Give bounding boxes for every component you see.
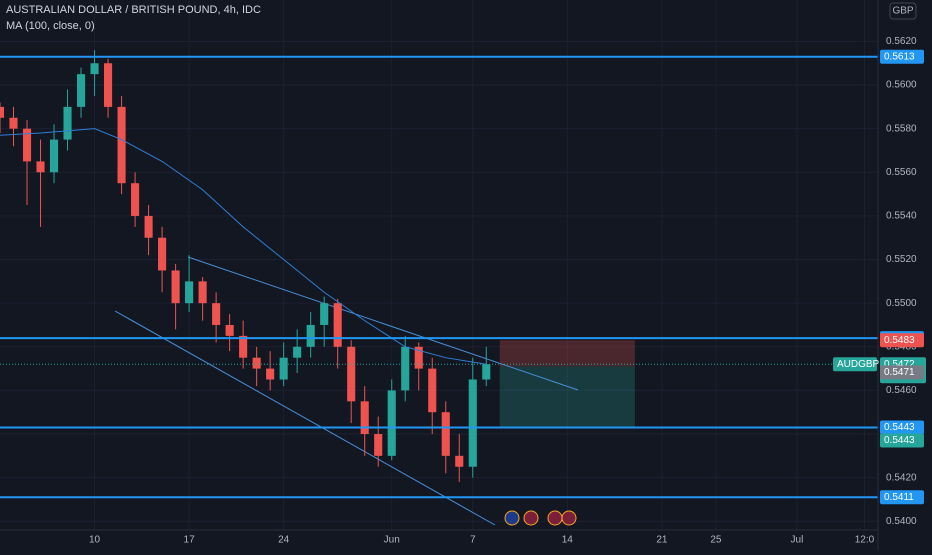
- event-icon[interactable]: [561, 510, 577, 526]
- target-zone: [499, 366, 635, 428]
- candle-body: [212, 303, 221, 325]
- y-tick-label: 0.5560: [886, 167, 917, 178]
- candle-body: [401, 346, 410, 391]
- candle-body: [76, 74, 86, 107]
- candle-body: [225, 324, 234, 336]
- candle-body: [482, 364, 491, 380]
- candle-body: [0, 106, 5, 118]
- currency[interactable]: GBP: [892, 6, 913, 17]
- event-icon[interactable]: [523, 510, 539, 526]
- candle-body: [239, 335, 248, 358]
- level-label: 0.5443: [884, 422, 915, 433]
- candle-body: [387, 390, 396, 456]
- candle-body: [252, 357, 261, 369]
- x-tick-label: 10: [89, 535, 101, 546]
- y-tick-label: 0.5400: [886, 516, 917, 527]
- x-tick-label: 24: [278, 535, 290, 546]
- candle-body: [49, 139, 59, 173]
- ma-line: [0, 128, 487, 365]
- x-tick-label: Jun: [384, 535, 400, 546]
- candle-body: [414, 346, 423, 369]
- candle-body: [333, 303, 342, 347]
- candle-body: [171, 270, 180, 304]
- candle-body: [455, 455, 464, 467]
- candle-body: [36, 161, 45, 173]
- candle-body: [374, 434, 383, 456]
- x-tick-label: Jul: [791, 535, 804, 546]
- candle-body: [90, 63, 99, 75]
- candle-body: [279, 357, 288, 380]
- stop-zone: [499, 340, 635, 367]
- level-label-box: [880, 49, 924, 64]
- candle-body: [198, 281, 207, 304]
- symbol-box: [833, 357, 877, 372]
- y-tick-label: 0.5540: [886, 211, 917, 222]
- level-label: 0.5613: [884, 51, 915, 62]
- x-tick-label: 14: [562, 535, 574, 546]
- candle-body: [185, 281, 194, 304]
- position-label-box: [880, 433, 924, 448]
- event-icon[interactable]: [547, 510, 563, 526]
- candle-body: [360, 401, 369, 435]
- candle-body: [266, 368, 275, 380]
- candle-body: [441, 412, 450, 456]
- position-label: 0.5483: [884, 335, 915, 346]
- position-label-box: [880, 365, 924, 380]
- y-tick-label: 0.5580: [886, 123, 917, 134]
- candle-body: [63, 106, 72, 140]
- candle-body: [117, 106, 126, 184]
- y-tick-label: 0.5420: [886, 472, 917, 483]
- y-tick-label: 0.5620: [886, 36, 917, 47]
- position-label: 0.5471: [884, 367, 915, 378]
- x-tick-label: 25: [710, 535, 722, 546]
- position-label-box: [880, 333, 924, 348]
- candle-body: [144, 215, 153, 238]
- candle-body: [293, 346, 302, 358]
- candle-body: [347, 346, 356, 402]
- candle-body: [104, 63, 113, 107]
- x-tick-label: 17: [184, 535, 196, 546]
- x-tick-label: 12:0: [855, 535, 875, 546]
- y-tick-label: 0.5520: [886, 254, 917, 265]
- y-tick-label: 0.5500: [886, 298, 917, 309]
- last-price-label: 0.5472: [884, 359, 915, 370]
- level-label-box: [880, 420, 924, 435]
- symbol-label: AUDGBP: [837, 359, 880, 370]
- candle-body: [158, 237, 167, 271]
- x-tick-label: 21: [656, 535, 668, 546]
- y-tick-label: 0.5460: [886, 385, 917, 396]
- candle-body: [306, 324, 315, 347]
- trend-line: [114, 310, 496, 526]
- position-label: 0.5443: [884, 435, 915, 446]
- y-tick-label: 0.5600: [886, 80, 917, 91]
- candle-body: [9, 117, 18, 129]
- event-icon[interactable]: [504, 510, 520, 526]
- candle-body: [320, 303, 329, 325]
- candle-body: [468, 379, 477, 467]
- candle-body: [428, 368, 437, 413]
- candle-body: [131, 183, 140, 216]
- title: AUSTRALIAN DOLLAR / BRITISH POUND, 4h, I…: [6, 4, 261, 16]
- currency-box[interactable]: [889, 2, 917, 20]
- level-label: 0.5411: [884, 492, 914, 503]
- candle-body: [22, 128, 32, 162]
- indicator: MA (100, close, 0): [6, 20, 95, 32]
- x-tick-label: 7: [470, 535, 476, 546]
- trend-line: [187, 256, 579, 391]
- level-label-box: [880, 490, 924, 505]
